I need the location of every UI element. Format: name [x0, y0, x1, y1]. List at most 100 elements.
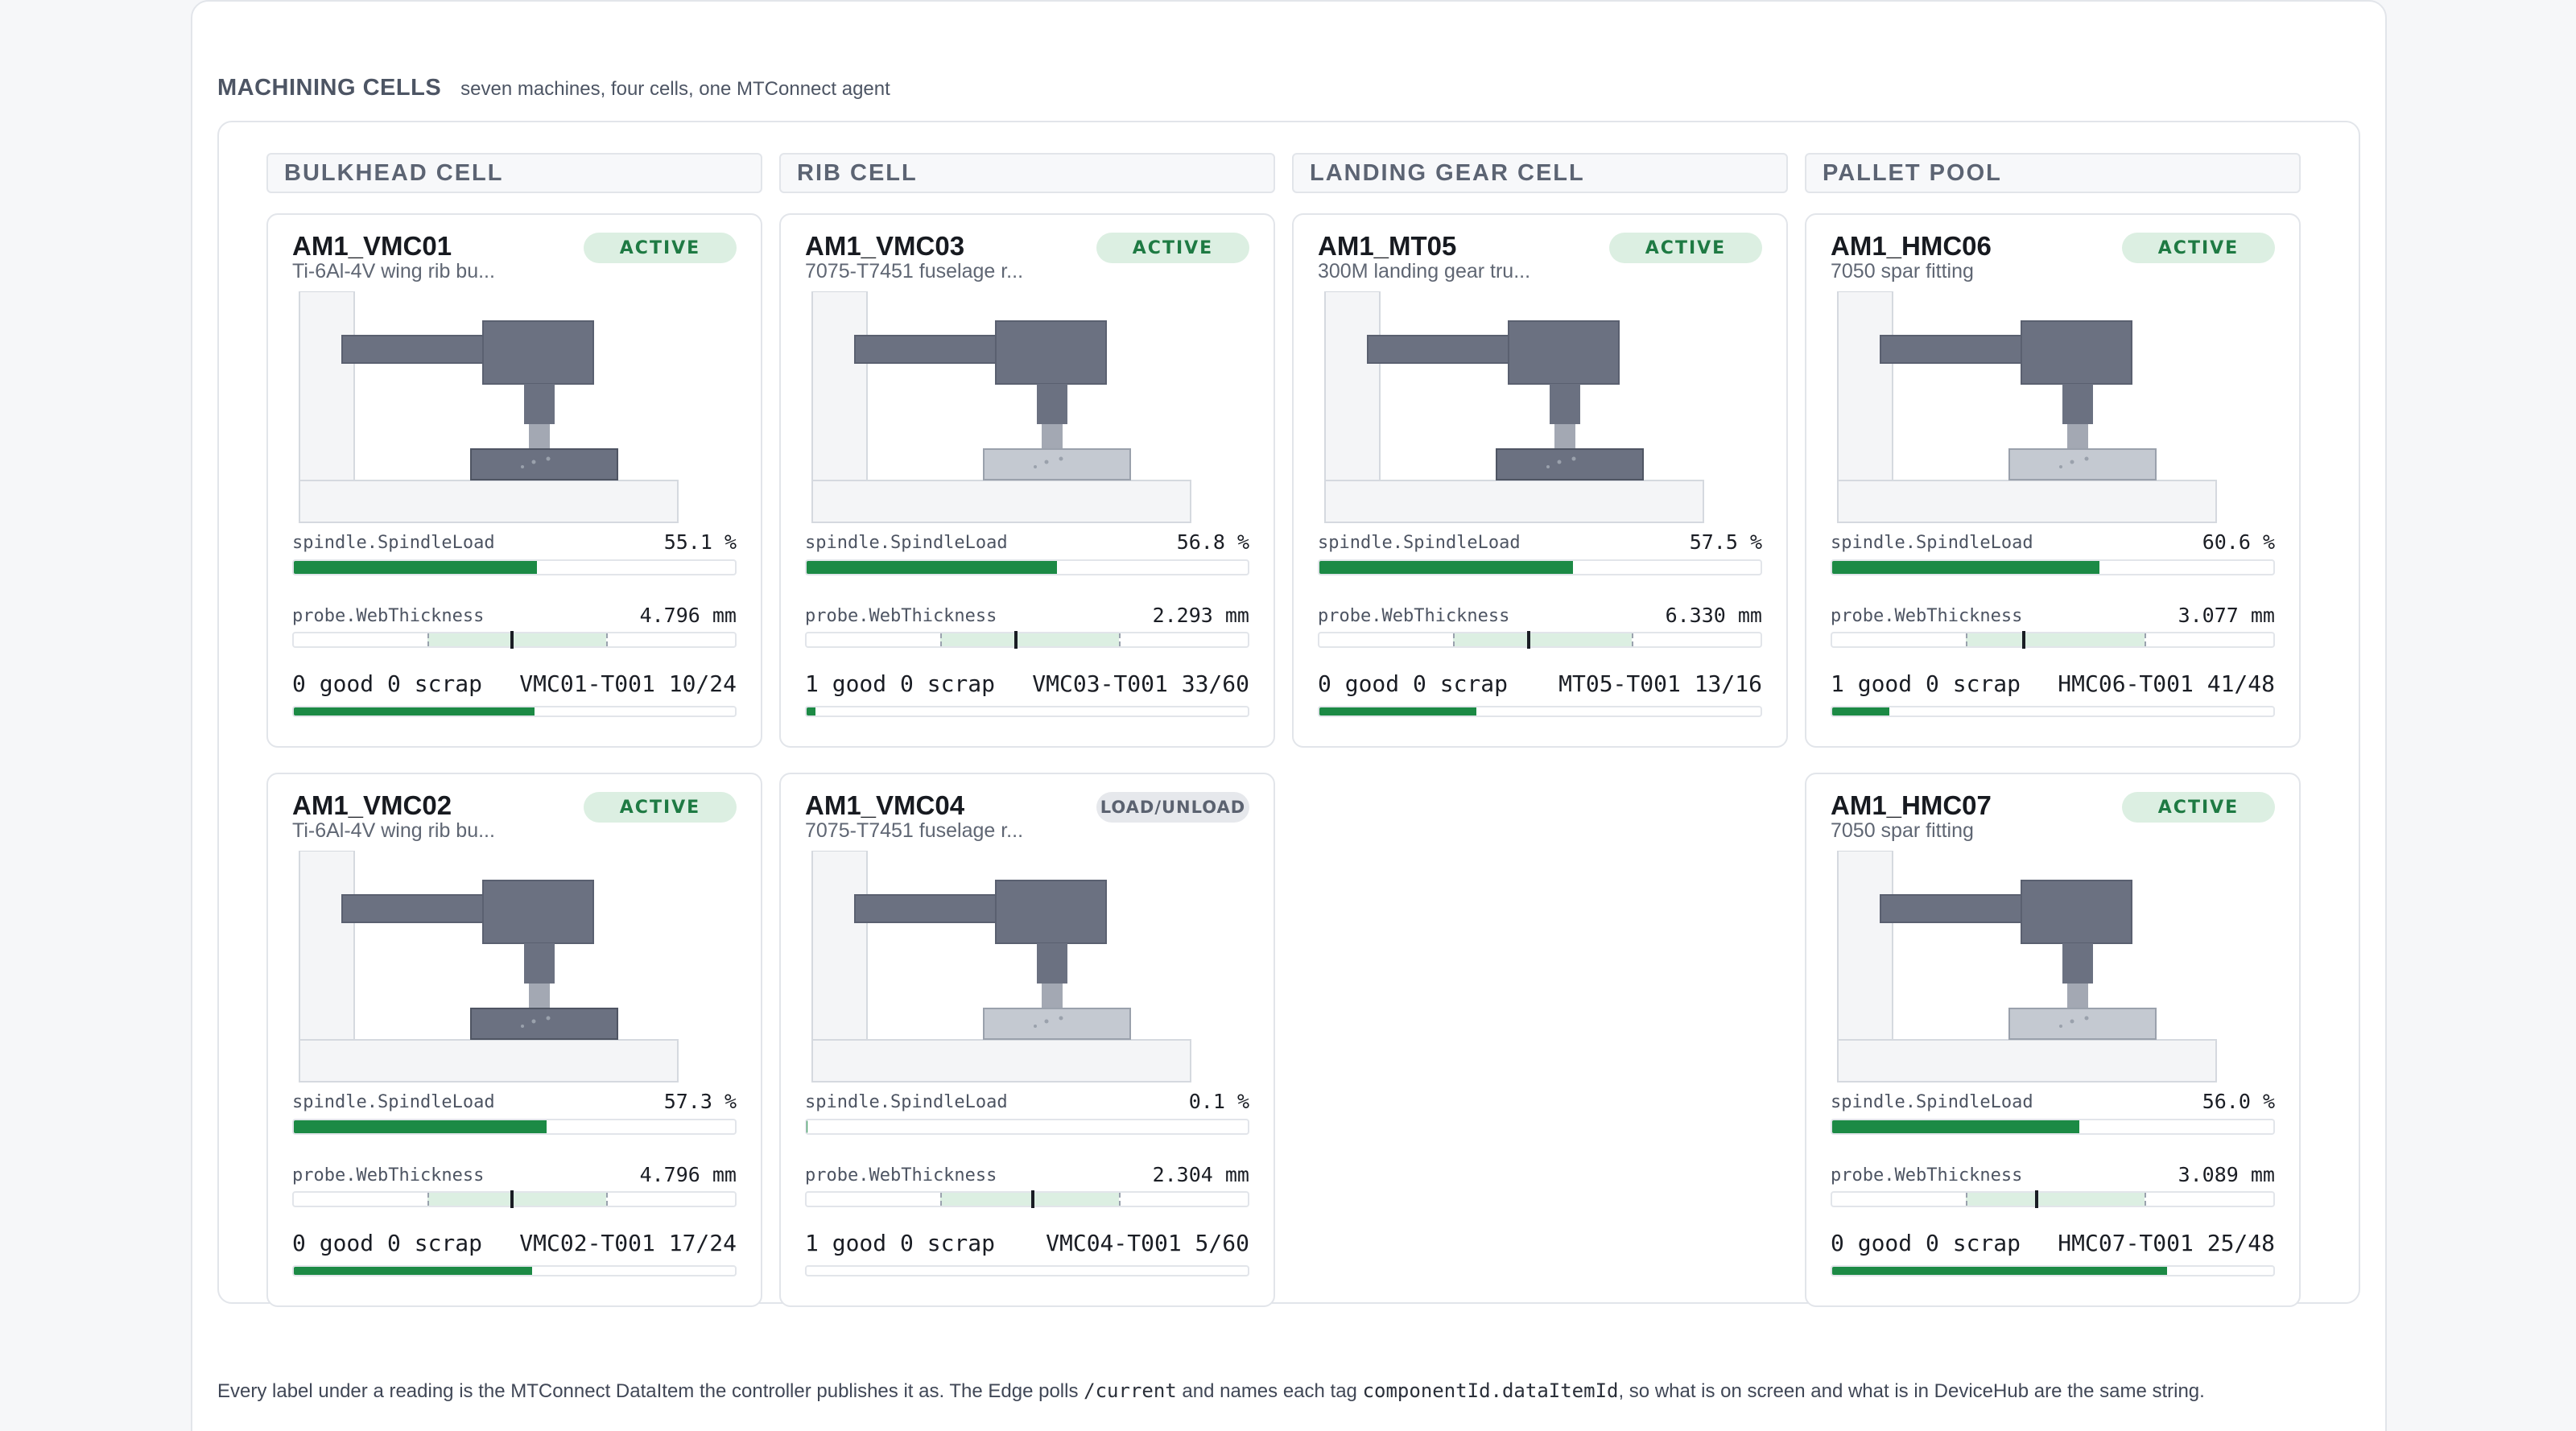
load-value: 57.3 %: [663, 1090, 737, 1113]
status-badge: ACTIVE: [1096, 233, 1249, 263]
status-badge: ACTIVE: [1609, 233, 1762, 263]
thickness-value: 4.796 mm: [639, 604, 737, 627]
part-description: Ti-6Al-4V wing rib bu...: [292, 260, 495, 282]
tolerance-band: [940, 633, 1119, 646]
tool-life-bar: [1831, 706, 2275, 717]
part-counts: 1 good 0 scrap: [805, 670, 996, 697]
tolerance-high-tick: [1632, 633, 1633, 646]
tolerance-low-tick: [940, 1193, 942, 1206]
tool-life: MT05-T001 13/16: [1558, 670, 1762, 697]
footer-text-3: , so what is on screen and what is in De…: [1618, 1380, 2205, 1402]
thickness-label: probe.WebThickness: [1831, 1165, 2023, 1186]
thickness-value: 3.089 mm: [2178, 1163, 2275, 1186]
load-bar: [1318, 559, 1762, 575]
part-description: 7075-T7451 fuselage r...: [805, 819, 1024, 842]
machine-illustration: [299, 851, 679, 1083]
tolerance-low-tick: [1453, 633, 1455, 646]
thickness-marker: [1527, 631, 1530, 649]
tolerance-low-tick: [1966, 633, 1967, 646]
tolerance-band: [1453, 633, 1632, 646]
machine-name: AM1_VMC02: [292, 790, 452, 820]
load-value: 57.5 %: [1689, 530, 1762, 554]
machine-illustration: [811, 291, 1191, 523]
footer-code-tag: componentId.dataItemId: [1362, 1379, 1619, 1402]
status-badge: ACTIVE: [2122, 792, 2275, 823]
load-bar-fill: [1832, 561, 2100, 574]
thickness-marker: [2022, 631, 2025, 649]
machine-name: AM1_VMC03: [805, 231, 965, 261]
tolerance-band: [1966, 1193, 2145, 1206]
thickness-tolerance-gauge: [292, 631, 737, 649]
part-counts: 0 good 0 scrap: [1318, 670, 1509, 697]
machine-name: AM1_HMC07: [1831, 790, 1992, 820]
part-counts: 0 good 0 scrap: [292, 1230, 483, 1256]
part-description: 7075-T7451 fuselage r...: [805, 260, 1024, 282]
tolerance-high-tick: [2145, 633, 2146, 646]
tool-life-bar: [805, 706, 1249, 717]
machine-illustration: [299, 291, 679, 523]
tool-life: VMC02-T001 17/24: [519, 1230, 737, 1256]
part-description: Ti-6Al-4V wing rib bu...: [292, 819, 495, 842]
thickness-label: probe.WebThickness: [292, 606, 485, 626]
thickness-tolerance-gauge: [292, 1190, 737, 1208]
tool-life: VMC01-T001 10/24: [519, 670, 737, 697]
footer-text-2: and names each tag: [1182, 1380, 1357, 1402]
load-bar: [1831, 559, 2275, 575]
load-bar-fill: [1832, 1120, 2079, 1133]
load-bar: [292, 559, 737, 575]
machine-card[interactable]: AM1_VMC04 7075-T7451 fuselage r... LOAD/…: [779, 773, 1275, 1307]
load-bar: [292, 1119, 737, 1135]
machine-illustration: [1324, 291, 1704, 523]
tolerance-high-tick: [1119, 1193, 1121, 1206]
thickness-value: 4.796 mm: [639, 1163, 737, 1186]
thickness-marker: [1014, 631, 1018, 649]
footer-note: Every label under a reading is the MTCon…: [217, 1379, 2205, 1403]
status-badge: ACTIVE: [2122, 233, 2275, 263]
tolerance-high-tick: [1119, 633, 1121, 646]
load-value: 60.6 %: [2202, 530, 2275, 554]
tolerance-high-tick: [606, 633, 608, 646]
thickness-value: 2.304 mm: [1152, 1163, 1249, 1186]
cell-header-rib: RIB CELL: [779, 153, 1275, 193]
machine-card[interactable]: AM1_HMC07 7050 spar fitting ACTIVE spind…: [1805, 773, 2301, 1307]
machine-card[interactable]: AM1_VMC01 Ti-6Al-4V wing rib bu... ACTIV…: [266, 213, 762, 748]
thickness-marker: [510, 631, 514, 649]
machine-card[interactable]: AM1_MT05 300M landing gear tru... ACTIVE…: [1292, 213, 1788, 748]
part-counts: 0 good 0 scrap: [1831, 1230, 2021, 1256]
load-label: spindle.SpindleLoad: [1831, 1092, 2033, 1112]
tool-life-bar: [292, 1265, 737, 1276]
tolerance-low-tick: [427, 633, 429, 646]
load-bar-fill: [294, 561, 537, 574]
tool-life: HMC06-T001 41/48: [2058, 670, 2275, 697]
thickness-tolerance-gauge: [1831, 631, 2275, 649]
thickness-marker: [1031, 1190, 1034, 1208]
machine-card[interactable]: AM1_VMC02 Ti-6Al-4V wing rib bu... ACTIV…: [266, 773, 762, 1307]
section-subtitle: seven machines, four cells, one MTConnec…: [460, 78, 890, 100]
load-value: 0.1 %: [1188, 1090, 1249, 1113]
tolerance-band: [1966, 633, 2145, 646]
load-value: 56.0 %: [2202, 1090, 2275, 1113]
thickness-label: probe.WebThickness: [805, 1165, 997, 1186]
thickness-label: probe.WebThickness: [1831, 606, 2023, 626]
cell-header-pallet-pool: PALLET POOL: [1805, 153, 2301, 193]
thickness-marker: [510, 1190, 514, 1208]
part-description: 7050 spar fitting: [1831, 819, 1974, 842]
load-label: spindle.SpindleLoad: [1831, 533, 2033, 553]
load-bar: [1831, 1119, 2275, 1135]
machine-name: AM1_MT05: [1318, 231, 1457, 261]
part-description: 7050 spar fitting: [1831, 260, 1974, 282]
load-label: spindle.SpindleLoad: [292, 1092, 495, 1112]
thickness-label: probe.WebThickness: [805, 606, 997, 626]
tool-life-bar-fill: [1832, 1267, 2168, 1275]
tolerance-low-tick: [1966, 1193, 1967, 1206]
load-label: spindle.SpindleLoad: [1318, 533, 1521, 553]
cell-header-landing-gear: LANDING GEAR CELL: [1292, 153, 1788, 193]
load-label: spindle.SpindleLoad: [292, 533, 495, 553]
part-counts: 1 good 0 scrap: [805, 1230, 996, 1256]
tolerance-high-tick: [2145, 1193, 2146, 1206]
tool-life-bar-fill: [1319, 707, 1476, 716]
thickness-marker: [2035, 1190, 2038, 1208]
machine-name: AM1_VMC01: [292, 231, 452, 261]
machine-card[interactable]: AM1_VMC03 7075-T7451 fuselage r... ACTIV…: [779, 213, 1275, 748]
machine-card[interactable]: AM1_HMC06 7050 spar fitting ACTIVE spind…: [1805, 213, 2301, 748]
